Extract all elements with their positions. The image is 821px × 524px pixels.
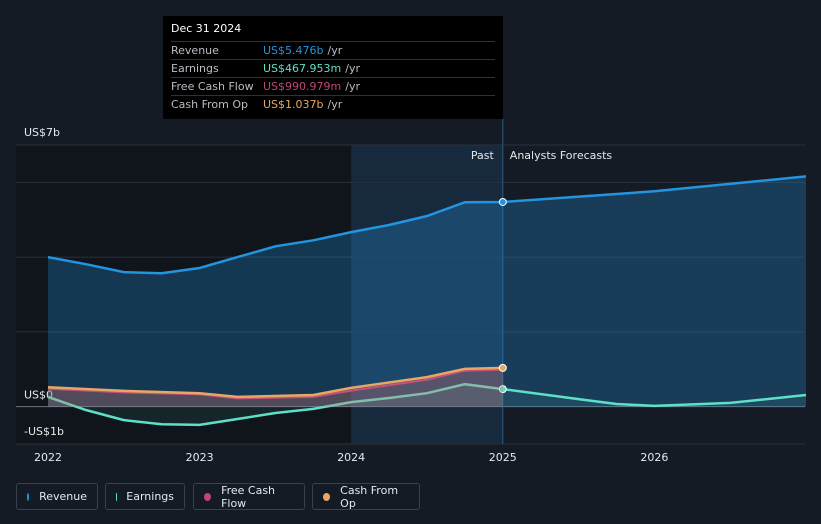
series-line	[47, 368, 503, 400]
forecast-label: Analysts Forecasts	[510, 149, 613, 162]
legend-item[interactable]: Cash From Op	[312, 483, 420, 510]
area	[48, 384, 806, 425]
legend-item[interactable]: Free Cash Flow	[193, 483, 305, 510]
y-tick-label: -US$1b	[24, 425, 64, 438]
tooltip-value: US$990.979m	[263, 80, 342, 93]
tooltip-unit: /yr	[327, 98, 343, 111]
tooltip-label: Revenue	[171, 44, 219, 57]
tooltip: Dec 31 2024 Revenue US$5.476b/yr Earnings US…	[163, 16, 503, 119]
legend-swatch	[27, 492, 30, 501]
tooltip-unit: /yr	[345, 62, 360, 75]
x-tick-label: 2026	[640, 451, 668, 464]
legend-label: Cash From Op	[340, 483, 399, 510]
legend-swatch	[204, 492, 212, 501]
x-tick-label: 2022	[34, 451, 62, 464]
tooltip-unit: /yr	[327, 44, 343, 57]
point	[498, 385, 507, 394]
x-tick-label: 2024	[337, 451, 365, 464]
x-tick-label: 2023	[186, 451, 214, 464]
area	[48, 367, 503, 407]
tooltip-value: US$5.476b	[263, 44, 324, 57]
legend-item[interactable]: Earnings	[105, 483, 185, 510]
series-line	[47, 382, 807, 427]
area	[48, 369, 503, 407]
tooltip-label: Free Cash Flow	[171, 80, 254, 93]
tooltip-value: US$467.953m	[263, 62, 342, 75]
tooltip-row: Cash From Op US$1.037b/yr	[171, 95, 495, 113]
tooltip-title: Dec 31 2024	[171, 22, 242, 35]
series-line	[47, 366, 503, 399]
tooltip-label: Earnings	[171, 62, 219, 75]
legend-item[interactable]: Revenue	[16, 483, 98, 510]
tooltip-row: Earnings US$467.953m/yr	[171, 59, 495, 77]
tooltip-label: Cash From Op	[171, 98, 249, 111]
tooltip-row: Revenue US$5.476b/yr	[171, 41, 495, 59]
series-line	[47, 175, 807, 275]
y-tick-label: US$0	[24, 389, 53, 402]
area	[48, 176, 806, 407]
past-label: Past	[471, 149, 495, 162]
legend-label: Free Cash Flow	[221, 483, 276, 510]
tooltip-unit: /yr	[345, 80, 360, 93]
tooltip-value: US$1.037b	[263, 98, 324, 111]
y-tick-label: US$7b	[24, 126, 60, 139]
legend-label: Revenue	[39, 490, 87, 503]
x-tick-label: 2025	[489, 451, 517, 464]
tooltip-row: Free Cash Flow US$990.979m/yr	[171, 77, 495, 95]
legend-label: Earnings	[126, 490, 174, 503]
legend-swatch	[323, 492, 331, 501]
point	[498, 197, 507, 206]
point	[498, 363, 507, 372]
